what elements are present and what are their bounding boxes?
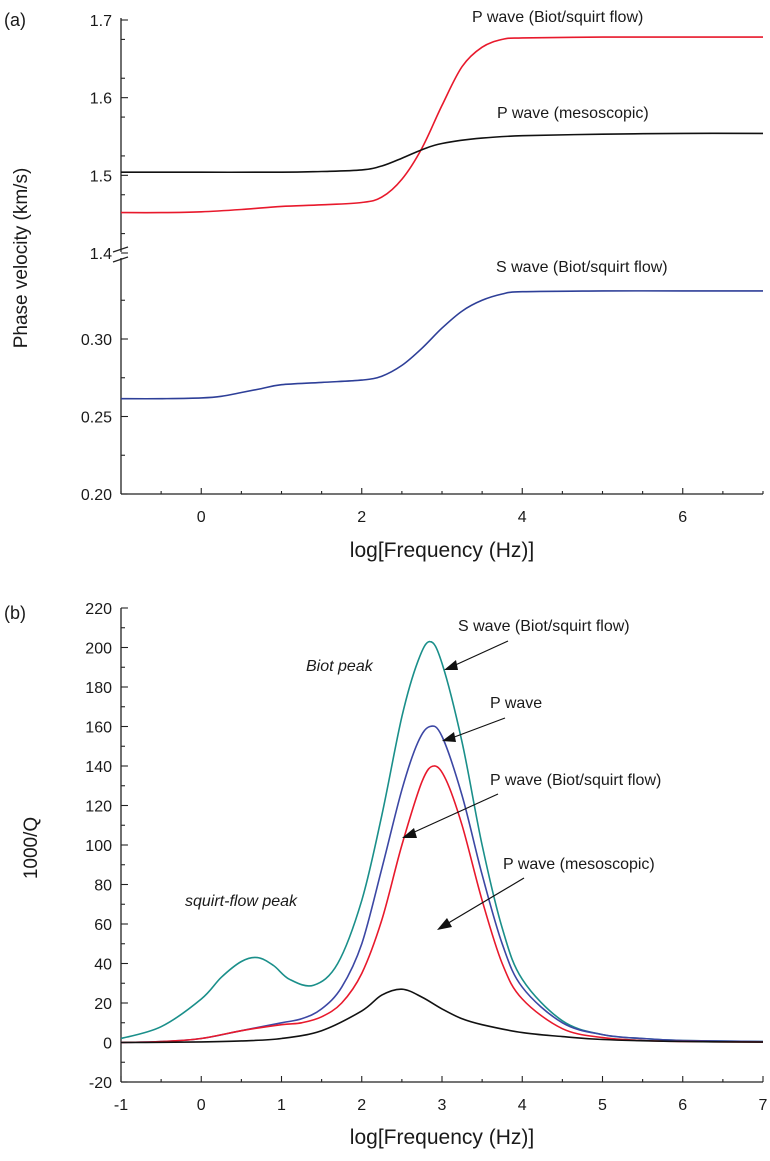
panel-b-y-tick-label: 160 bbox=[85, 720, 112, 737]
panel-b-series-line-1 bbox=[120, 725, 764, 1044]
annotation-p-wave-biot-b: P wave (Biot/squirt flow) bbox=[490, 772, 661, 789]
annotation-s-wave-a: S wave (Biot/squirt flow) bbox=[496, 259, 668, 276]
panel-b-y-tick-label: 20 bbox=[94, 996, 112, 1013]
panel-b-y-tick-label: 0 bbox=[103, 1036, 112, 1053]
panel-b-label: (b) bbox=[4, 603, 26, 623]
panel-b-y-tick-label: -20 bbox=[89, 1075, 112, 1092]
panel-b-y-tick-label: 220 bbox=[85, 601, 112, 618]
annotation-p-wave-b: P wave bbox=[490, 695, 542, 712]
annotation-p-wave-meso-b: P wave (mesoscopic) bbox=[503, 856, 655, 873]
arrow-p-wave-biot-head bbox=[402, 828, 417, 838]
panel-b-y-tick-label: 100 bbox=[85, 838, 112, 855]
arrow-s-wave-head bbox=[444, 660, 458, 670]
annotation-s-wave-b: S wave (Biot/squirt flow) bbox=[458, 618, 630, 635]
panel-b-y-tick-label: 180 bbox=[85, 680, 112, 697]
panel-b-y-tick-label: 200 bbox=[85, 641, 112, 658]
panel-a-y-tick-label: 0.30 bbox=[81, 332, 112, 349]
panel-b-curves bbox=[120, 640, 764, 1044]
panel-a-y-tick-label: 1.4 bbox=[90, 246, 112, 263]
panel-b-x-tick-label: 3 bbox=[438, 1097, 447, 1114]
panel-a-series-line-1 bbox=[121, 132, 764, 174]
panel-a-ticks: 1.4 1.5 1.6 1.7 0.20 0.25 0.30 0 2 4 6 bbox=[81, 13, 764, 526]
panel-b-x-tick-label: -1 bbox=[114, 1097, 128, 1114]
panel-a-series-line-0 bbox=[120, 36, 763, 214]
panel-a-y-tick-label: 0.20 bbox=[81, 487, 112, 504]
axis-break-mark-1 bbox=[112, 246, 129, 253]
panel-b-y-tick-label: 120 bbox=[85, 799, 112, 816]
arrow-s-wave bbox=[450, 640, 509, 668]
panel-a-y-tick-label: 0.25 bbox=[81, 410, 112, 427]
panel-a-x-tick-label: 6 bbox=[678, 509, 687, 526]
panel-b-x-tick-label: 7 bbox=[759, 1097, 768, 1114]
panel-a-x-tick-label: 0 bbox=[197, 509, 206, 526]
panel-b-x-tick-label: 4 bbox=[518, 1097, 527, 1114]
panel-b-y-tick-label: 140 bbox=[85, 759, 112, 776]
panel-a-curves bbox=[120, 36, 764, 400]
panel-b-series-line-2 bbox=[120, 765, 764, 1044]
panel-b-x-tick-label: 0 bbox=[197, 1097, 206, 1114]
panel-a-y-tick-label: 1.7 bbox=[90, 13, 112, 30]
panel-a-x-tick-label: 4 bbox=[518, 509, 527, 526]
panel-a-x-label: log[Frequency (Hz)] bbox=[350, 539, 534, 562]
panel-a-y-tick-label: 1.5 bbox=[90, 168, 112, 185]
panel-b-x-tick-label: 1 bbox=[277, 1097, 286, 1114]
panel-b-x-tick-label: 6 bbox=[678, 1097, 687, 1114]
panel-b-x-label: log[Frequency (Hz)] bbox=[350, 1126, 534, 1149]
panel-b-x-tick-label: 5 bbox=[598, 1097, 607, 1114]
annotation-squirt-flow-peak: squirt-flow peak bbox=[185, 893, 298, 910]
panel-b-y-label: 1000/Q bbox=[21, 817, 42, 879]
panel-a-y-tick-label: 1.6 bbox=[90, 91, 112, 108]
panel-a-label: (a) bbox=[4, 10, 26, 30]
arrow-p-wave-head bbox=[442, 732, 456, 742]
arrow-p-wave bbox=[448, 717, 506, 740]
arrow-p-wave-meso bbox=[444, 877, 525, 926]
annotation-p-wave-meso-a: P wave (mesoscopic) bbox=[497, 105, 649, 122]
panel-b-series-line-0 bbox=[120, 640, 764, 1043]
arrow-p-wave-biot bbox=[409, 793, 499, 835]
panel-a-series-line-2 bbox=[120, 290, 763, 400]
annotation-biot-peak: Biot peak bbox=[306, 658, 374, 675]
panel-b-y-tick-label: 40 bbox=[94, 957, 112, 974]
panel-b-ticks: -20 0 20 40 60 80 100 120 140 160 180 200 220 -1 0 1 2 3 4… bbox=[85, 601, 767, 1114]
panel-a-y-label: Phase velocity (km/s) bbox=[11, 168, 32, 349]
panel-b-series-line-3 bbox=[120, 988, 764, 1044]
annotation-arrows bbox=[402, 640, 525, 930]
annotation-p-wave-biot-a: P wave (Biot/squirt flow) bbox=[472, 9, 643, 26]
panel-a-x-tick-label: 2 bbox=[357, 509, 366, 526]
panel-b-y-tick-label: 60 bbox=[94, 917, 112, 934]
panel-b-y-tick-label: 80 bbox=[94, 878, 112, 895]
panel-b-x-tick-label: 2 bbox=[357, 1097, 366, 1114]
arrow-p-wave-meso-head bbox=[437, 918, 452, 930]
